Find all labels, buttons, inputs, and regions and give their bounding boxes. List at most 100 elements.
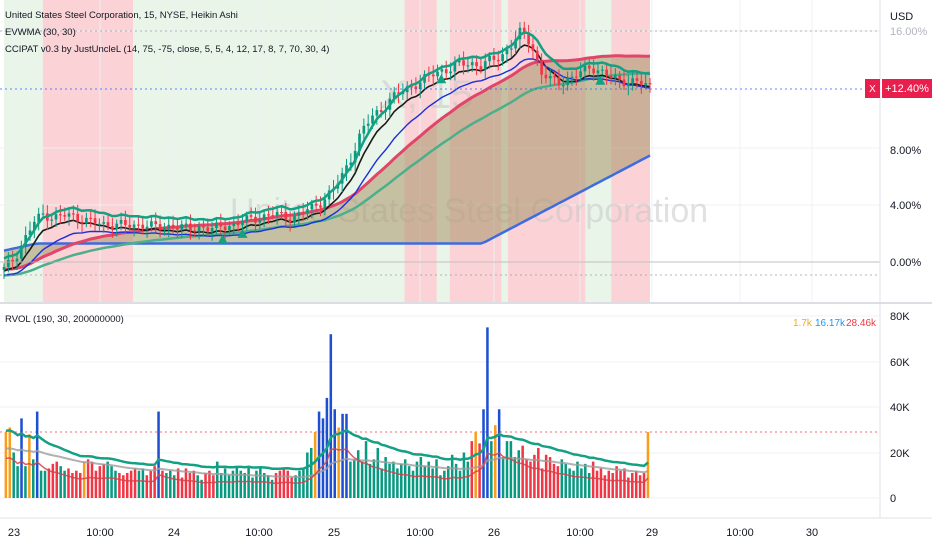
volume-bar [341,413,344,498]
symbol-badge-text: X [869,84,876,95]
volume-pane[interactable] [0,315,880,499]
volume-bar [619,470,622,498]
candle-body [301,212,305,214]
candle-body [470,62,474,66]
volume-bar [349,461,352,498]
candle-body [80,221,84,224]
ribbon-fill [4,55,650,270]
volume-bar [372,459,376,498]
time-tick: 10:00 [566,527,594,539]
candle-body [202,226,205,228]
candle-body [163,227,166,230]
volume-bar [345,413,348,498]
volume-axis[interactable]: 0 20K 40K 60K 80K [890,311,910,505]
volume-bar [533,454,536,498]
volume-bars [4,327,650,498]
symbol-title[interactable]: United States Steel Corporation, 15, NYS… [5,10,238,21]
candle-body [397,92,400,95]
candle-body [605,69,608,76]
time-tick: 10:00 [406,527,434,539]
volume-bar [521,445,524,498]
middle-band-line [3,71,651,277]
volume-bar [486,327,489,498]
candle-body [462,60,465,66]
symbol-badge [865,79,880,98]
volume-bar [219,472,223,498]
candle-body [41,213,45,215]
candle-body [245,215,249,222]
volume-bar [396,468,399,498]
volume-bar [294,475,297,498]
candle-body [466,65,470,67]
candle-body [531,44,535,51]
time-tick: 26 [488,527,500,539]
rvol-title[interactable]: RVOL (190, 30, 200000000) [5,314,124,325]
volume-bar [627,477,630,498]
candle-body [306,209,309,214]
volume-bar [439,475,442,498]
volume-bar [376,447,380,498]
volume-bar [591,461,595,498]
price-pane[interactable]: X, 15 United States Steel Corporation [0,0,880,302]
candle-body [184,223,188,225]
candle-body [115,223,119,230]
volume-bar [243,472,246,498]
volume-bar [623,468,626,498]
volume-bar [364,441,368,498]
candle-body [345,165,348,174]
candle-body [197,226,201,232]
time-axis[interactable]: 23 10:00 24 10:00 25 10:00 26 10:00 29 1… [0,517,932,550]
candle-body [392,92,396,99]
candle-body [553,76,556,78]
indicator-evwma-label[interactable]: EVWMA (30, 30) [5,27,76,38]
candle-body [440,69,444,72]
volume-bar [157,411,160,498]
volume-bar [411,470,415,498]
volume-bar [454,463,458,498]
volume-bar [380,468,383,498]
volume-bar [392,461,395,498]
candle-body [362,125,366,134]
time-tick: 10:00 [245,527,273,539]
current-value-badge [882,79,932,98]
lower-band-line [3,154,651,252]
volume-bar [51,463,55,498]
candle-body [54,214,58,220]
volume-bar [137,470,141,498]
volume-bar [200,479,203,498]
candle-body [297,212,301,216]
volume-bar [8,427,12,498]
candle-body [111,226,114,230]
price-axis[interactable]: USD 16.00% 8.00% 4.00% 0.00% X +12.40% [865,0,932,550]
volume-bar [259,468,262,498]
volume-bar [427,461,430,498]
volume-bar [435,459,438,498]
candle-body [379,110,383,112]
candle-body [358,133,361,151]
candle-body [366,123,370,126]
volume-bar [78,472,82,498]
volume-bar [321,418,325,498]
volume-bar [12,452,15,498]
volume-bar [59,466,62,498]
rvol-legend-values: 1.7k 16.17k 28.46k [793,318,877,329]
volume-bar [419,457,423,498]
volume-bar [333,409,336,498]
volume-bar [353,459,356,498]
candle-body [613,75,617,79]
volume-bar [141,468,145,498]
indicator-ccipat-label[interactable]: CCIPAT v0.3 by JustUncleL (14, 75, -75, … [5,44,329,55]
volume-tick: 40K [890,402,910,414]
candle-body [98,223,101,225]
price-tick: 0.00% [890,257,921,269]
candle-body [7,259,10,267]
candle-body [492,55,496,60]
candle-body [145,226,149,229]
volume-bar [552,463,556,498]
rvol-value-2: 16.17k [815,318,846,329]
volume-bar [208,470,211,498]
time-tick: 25 [328,527,340,539]
candle-body [249,215,253,217]
candle-body [587,65,591,69]
